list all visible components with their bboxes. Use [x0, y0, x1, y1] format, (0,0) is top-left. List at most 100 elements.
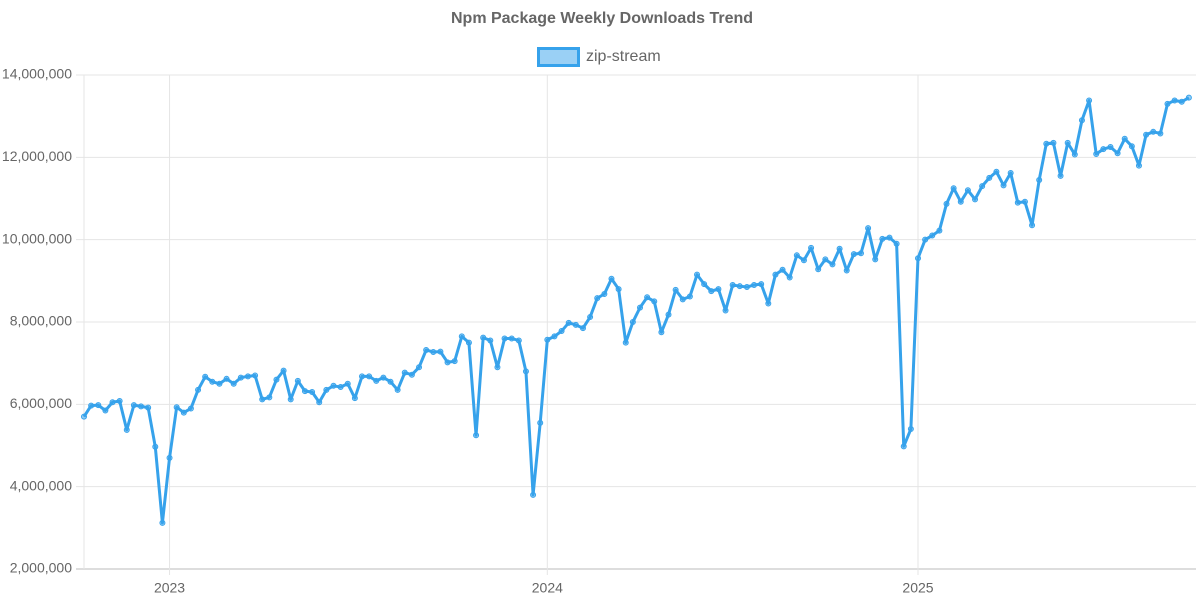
data-point — [458, 333, 465, 340]
data-point — [1050, 139, 1057, 146]
data-point — [230, 380, 237, 387]
data-point — [480, 334, 487, 341]
data-point — [202, 373, 209, 380]
data-point — [1078, 117, 1085, 124]
data-point — [808, 244, 815, 251]
data-point — [1178, 98, 1185, 105]
y-tick-label: 12,000,000 — [2, 148, 72, 164]
data-point — [130, 402, 137, 409]
data-point — [587, 314, 594, 321]
data-point — [722, 307, 729, 314]
data-point — [772, 271, 779, 278]
data-point — [686, 293, 693, 300]
data-point — [180, 409, 187, 416]
data-point — [1164, 100, 1171, 107]
data-point — [1185, 94, 1192, 101]
data-point — [195, 386, 202, 393]
data-point — [1029, 222, 1036, 229]
data-point — [1057, 172, 1064, 179]
data-point — [508, 335, 515, 342]
data-point — [473, 432, 480, 439]
data-point — [1071, 151, 1078, 158]
data-point — [223, 375, 230, 382]
data-point — [316, 399, 323, 406]
data-point — [964, 187, 971, 194]
data-point — [380, 374, 387, 381]
data-point — [929, 232, 936, 239]
data-point — [1007, 169, 1014, 176]
data-point — [344, 380, 351, 387]
data-point — [408, 371, 415, 378]
data-point — [665, 311, 672, 318]
data-point — [857, 250, 864, 257]
data-point — [359, 373, 365, 380]
data-point — [950, 185, 957, 192]
data-point — [957, 198, 964, 205]
data-point — [1093, 151, 1100, 158]
data-point — [301, 388, 308, 395]
x-tick-label: 2023 — [154, 580, 185, 596]
data-point — [81, 413, 87, 420]
data-point — [209, 378, 216, 385]
data-point — [244, 373, 251, 380]
data-point — [530, 491, 537, 498]
data-point — [708, 288, 715, 295]
data-point — [287, 396, 294, 403]
data-point — [95, 402, 102, 409]
data-point — [1107, 144, 1114, 151]
data-point — [116, 398, 123, 405]
y-tick-label: 4,000,000 — [10, 477, 72, 493]
data-point — [1100, 146, 1107, 153]
y-tick-label: 6,000,000 — [10, 395, 72, 411]
data-point — [672, 286, 679, 293]
data-point — [515, 337, 522, 344]
data-point — [330, 382, 337, 389]
data-point — [294, 377, 301, 384]
data-point — [280, 367, 287, 374]
data-point — [1171, 97, 1178, 104]
data-point — [394, 386, 401, 393]
data-point — [337, 384, 344, 391]
data-point — [993, 168, 1000, 175]
data-point — [694, 271, 701, 278]
legend-label[interactable]: zip-stream — [586, 48, 661, 65]
data-point — [836, 245, 843, 252]
data-point — [259, 396, 266, 403]
legend-swatch — [537, 47, 580, 67]
data-point — [138, 403, 145, 410]
data-point — [237, 374, 244, 381]
data-point — [986, 174, 993, 181]
data-point — [651, 298, 658, 305]
data-point — [88, 402, 95, 409]
data-point — [109, 399, 116, 406]
data-point — [173, 404, 180, 411]
data-point — [872, 256, 879, 263]
data-point — [637, 304, 643, 311]
data-point — [309, 388, 316, 395]
data-point — [145, 404, 152, 411]
data-point — [943, 200, 950, 207]
data-point — [1000, 182, 1007, 189]
data-point — [736, 283, 743, 290]
x-tick-label: 2024 — [532, 580, 563, 596]
data-point — [1121, 135, 1128, 142]
data-point — [922, 236, 929, 243]
data-point — [972, 196, 979, 203]
data-point — [629, 319, 636, 325]
data-point — [187, 405, 194, 412]
data-point — [487, 337, 494, 344]
data-point — [423, 346, 430, 353]
data-point — [1128, 143, 1135, 150]
data-point — [1043, 140, 1050, 147]
data-point — [608, 275, 615, 282]
data-point — [786, 274, 793, 281]
data-point — [1064, 139, 1071, 146]
data-point — [793, 252, 800, 259]
data-point — [351, 395, 358, 402]
data-point — [779, 266, 786, 273]
data-point — [658, 329, 665, 336]
data-point — [451, 358, 458, 365]
data-point — [751, 281, 758, 288]
data-point — [444, 359, 451, 366]
